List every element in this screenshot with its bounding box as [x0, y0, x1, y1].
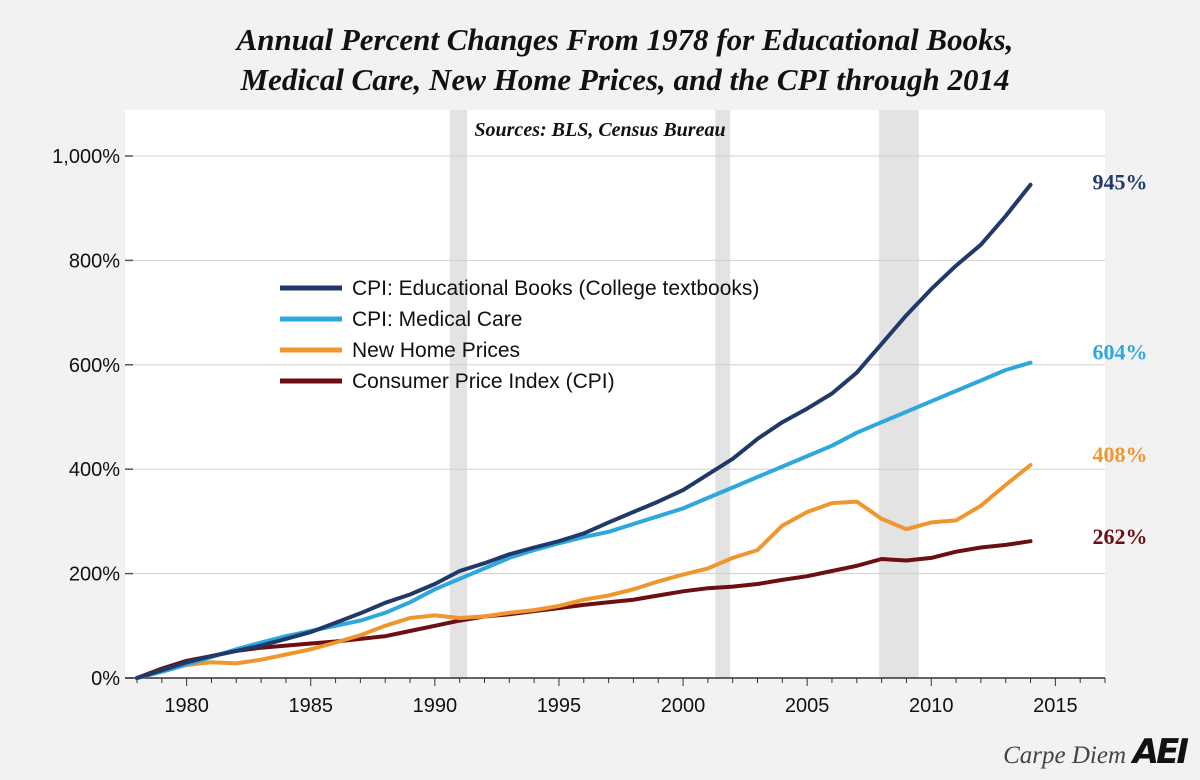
x-tick-label: 1980	[164, 695, 209, 717]
y-axis-ticks: 0% 200% 400% 600% 800% 1,000%	[52, 146, 133, 690]
series-lines	[135, 182, 1033, 680]
y-tick-label: 800%	[69, 250, 120, 272]
legend-label: CPI: Educational Books (College textbook…	[352, 277, 759, 300]
chart-title-line-1: Annual Percent Changes From 1978 for Edu…	[236, 22, 1014, 57]
recession-bands	[449, 110, 919, 678]
x-tick-label: 2010	[909, 695, 954, 717]
footer-brand: Carpe Diem	[1003, 742, 1126, 769]
x-tick-label: 1990	[413, 695, 458, 717]
recession-band	[449, 110, 468, 678]
y-tick-label: 0%	[91, 668, 120, 690]
series-line	[135, 463, 1033, 680]
series-line	[135, 182, 1033, 680]
series-line	[135, 539, 1033, 680]
y-tick-label: 200%	[69, 564, 120, 586]
y-tick-label: 1,000%	[52, 146, 120, 168]
x-tick-label: 2000	[661, 695, 706, 717]
aei-logo: AEI	[1132, 732, 1189, 772]
chart-title: Annual Percent Changes From 1978 for Edu…	[0, 20, 1200, 100]
series-end-label: 408%	[1093, 442, 1148, 467]
series-end-label: 262%	[1093, 524, 1148, 549]
chart-subtitle: Sources: BLS, Census Bureau	[474, 119, 725, 141]
y-tick-label: 600%	[69, 355, 120, 377]
end-labels: 945% 604% 408% 262%	[1093, 170, 1148, 550]
recession-band	[879, 110, 919, 678]
series-end-label: 604%	[1093, 340, 1148, 365]
x-tick-label: 1985	[288, 695, 333, 717]
x-tick-label: 1995	[537, 695, 582, 717]
gridlines	[125, 155, 1105, 575]
x-tick-label: 2015	[1033, 695, 1078, 717]
legend: CPI: Educational Books (College textbook…	[280, 277, 759, 393]
legend-label: Consumer Price Index (CPI)	[352, 370, 615, 393]
plot-area	[125, 110, 1105, 678]
legend-label: New Home Prices	[352, 339, 520, 362]
series-line	[135, 360, 1033, 680]
recession-band	[715, 110, 731, 678]
series-end-label: 945%	[1093, 170, 1148, 195]
chart-title-line-2: Medical Care, New Home Prices, and the C…	[240, 62, 1010, 97]
y-tick-label: 400%	[69, 459, 120, 481]
x-tick-label: 2005	[785, 695, 830, 717]
legend-label: CPI: Medical Care	[352, 308, 522, 331]
x-axis: 1980 1985 1990 1995 2000 2005 2010 2015	[125, 677, 1106, 717]
